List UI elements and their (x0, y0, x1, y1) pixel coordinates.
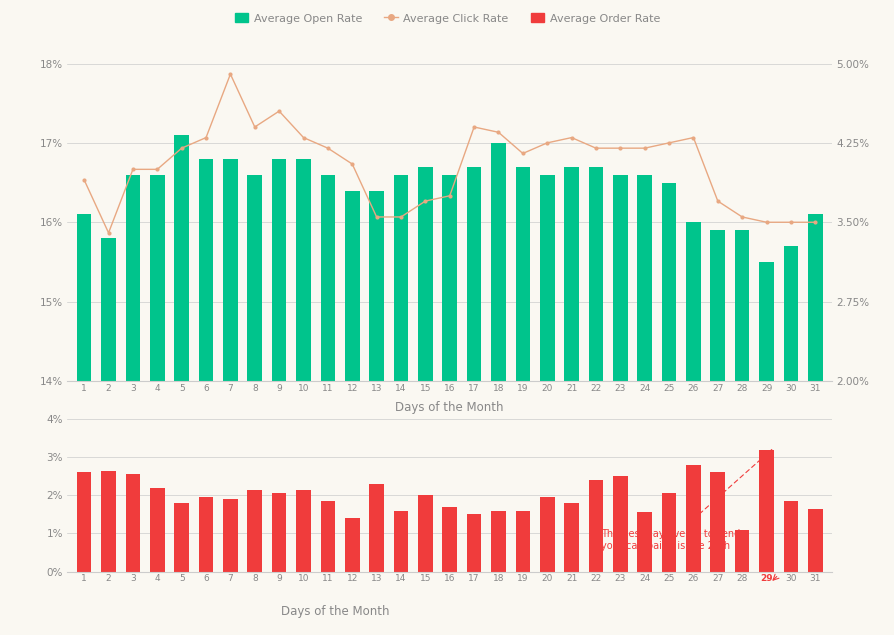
Bar (710, 472, 724, 572)
Bar (491, 511, 505, 572)
Bar (344, 518, 359, 572)
Bar (783, 501, 797, 572)
Bar (369, 484, 384, 572)
Bar (539, 497, 554, 572)
Bar (101, 238, 115, 635)
Bar (563, 166, 578, 635)
Bar (588, 480, 603, 572)
Bar (125, 474, 140, 572)
Bar (417, 495, 432, 572)
Bar (320, 175, 335, 635)
Bar (588, 166, 603, 635)
Bar (442, 175, 457, 635)
Bar (247, 175, 262, 635)
Bar (515, 511, 529, 572)
Bar (417, 166, 432, 635)
Bar (77, 215, 91, 635)
Bar (612, 476, 627, 572)
Bar (539, 175, 554, 635)
Bar (393, 511, 408, 572)
Bar (491, 143, 505, 635)
Bar (807, 215, 822, 635)
Bar (758, 262, 773, 635)
Bar (344, 190, 359, 635)
Bar (686, 465, 700, 572)
Bar (272, 159, 286, 635)
Bar (612, 175, 627, 635)
Bar (296, 490, 310, 572)
Bar (467, 166, 481, 635)
Bar (198, 497, 213, 572)
Bar (272, 493, 286, 572)
Bar (174, 135, 189, 635)
Bar (198, 159, 213, 635)
Bar (320, 501, 335, 572)
Bar (758, 450, 773, 572)
Bar (247, 490, 262, 572)
Bar (686, 222, 700, 635)
Text: Days of the Month: Days of the Month (281, 605, 389, 618)
Bar (369, 190, 384, 635)
Bar (467, 514, 481, 572)
Bar (734, 231, 748, 635)
Bar (150, 488, 164, 572)
Bar (393, 175, 408, 635)
Bar (783, 246, 797, 635)
Bar (637, 175, 652, 635)
Bar (125, 175, 140, 635)
X-axis label: Days of the Month: Days of the Month (395, 401, 503, 414)
Bar (661, 183, 676, 635)
Bar (77, 472, 91, 572)
Bar (296, 159, 310, 635)
Bar (637, 512, 652, 572)
Bar (515, 166, 529, 635)
Bar (710, 231, 724, 635)
Bar (563, 503, 578, 572)
Bar (807, 509, 822, 572)
Legend: Average Open Rate, Average Click Rate, Average Order Rate: Average Open Rate, Average Click Rate, A… (231, 9, 663, 28)
Bar (174, 503, 189, 572)
Bar (150, 175, 164, 635)
Text: The best day overall to send
your campaign is the 29th: The best day overall to send your campai… (600, 450, 771, 551)
Bar (734, 530, 748, 572)
Bar (223, 499, 238, 572)
Bar (661, 493, 676, 572)
Bar (101, 471, 115, 572)
Bar (442, 507, 457, 572)
Bar (223, 159, 238, 635)
